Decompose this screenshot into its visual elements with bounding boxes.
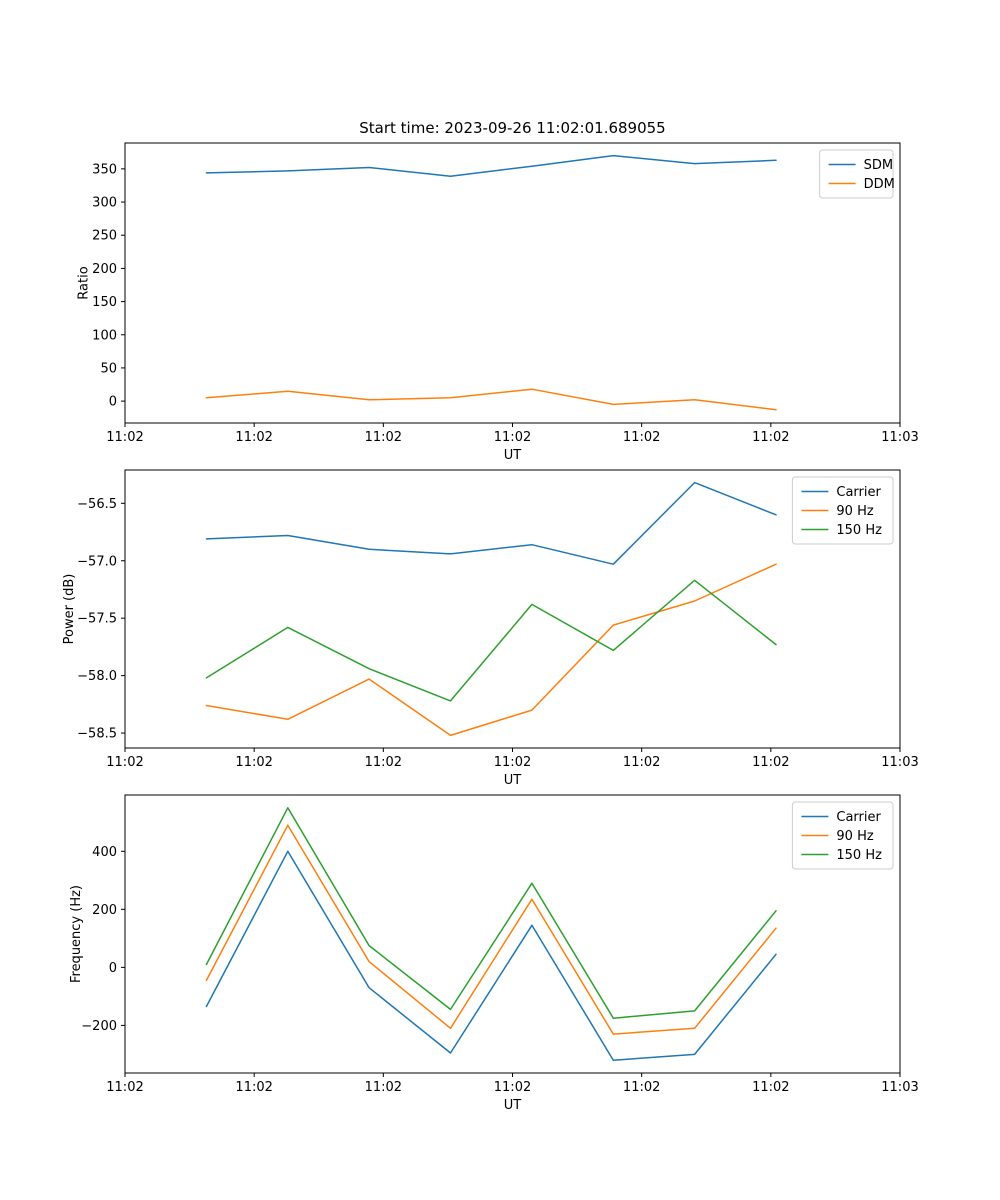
x-tick-label: 11:02 bbox=[365, 430, 402, 445]
x-tick-label: 11:02 bbox=[494, 1080, 531, 1095]
y-tick-label: 0 bbox=[109, 961, 117, 976]
legend-label: 90 Hz bbox=[836, 504, 873, 519]
x-tick-label: 11:02 bbox=[623, 430, 660, 445]
x-tick-label: 11:02 bbox=[494, 430, 531, 445]
chart-3: 11:02 11:02 11:02 11:02 11:02 11:02 11:03 −200 0… bbox=[69, 794, 919, 1113]
series-line-ddm bbox=[205, 388, 777, 411]
x-tick-label: 11:02 bbox=[365, 755, 402, 770]
y-tick-label: 350 bbox=[92, 162, 117, 177]
x-axis-label: UT bbox=[504, 1098, 522, 1113]
series-line-150-hz bbox=[205, 807, 777, 1019]
y-tick-label: 150 bbox=[92, 295, 117, 310]
x-tick-label: 11:03 bbox=[881, 1080, 918, 1095]
y-tick-label: 0 bbox=[109, 395, 117, 410]
y-tick-label: −57.5 bbox=[77, 612, 117, 627]
y-tick-label: −56.5 bbox=[77, 497, 117, 512]
series-line-150-hz bbox=[205, 579, 777, 702]
y-tick-label: −58.5 bbox=[77, 727, 117, 742]
legend-label: 150 Hz bbox=[836, 848, 882, 863]
y-axis-label: Power (dB) bbox=[62, 574, 77, 645]
x-tick-label: 11:02 bbox=[623, 1080, 660, 1095]
x-tick-label: 11:02 bbox=[494, 755, 531, 770]
series-line-carrier bbox=[205, 481, 777, 565]
axes-frame bbox=[124, 142, 901, 424]
legend-box bbox=[791, 801, 894, 870]
x-tick-label: 11:02 bbox=[235, 1080, 272, 1095]
chart-title: Start time: 2023-09-26 11:02:01.689055 bbox=[359, 119, 666, 137]
x-axis-label: UT bbox=[504, 448, 522, 463]
series-line-sdm bbox=[205, 154, 777, 177]
legend-label: 150 Hz bbox=[836, 523, 882, 538]
legend-label: DDM bbox=[864, 177, 895, 192]
chart-1: 11:02 11:02 11:02 11:02 11:02 11:02 11:03 0 50 10… bbox=[76, 142, 919, 463]
series-line-90-hz bbox=[205, 824, 777, 1035]
series-line-90-hz bbox=[205, 563, 777, 737]
y-tick-label: −200 bbox=[81, 1019, 117, 1034]
legend-label: Carrier bbox=[836, 485, 881, 500]
x-tick-label: 11:02 bbox=[623, 755, 660, 770]
x-tick-label: 11:02 bbox=[106, 430, 143, 445]
x-tick-label: 11:02 bbox=[752, 755, 789, 770]
axes-frame bbox=[124, 469, 901, 749]
x-tick-label: 11:03 bbox=[881, 755, 918, 770]
y-tick-label: 50 bbox=[100, 361, 117, 376]
x-tick-label: 11:02 bbox=[752, 430, 789, 445]
x-tick-label: 11:03 bbox=[881, 430, 918, 445]
chart-2: 11:02 11:02 11:02 11:02 11:02 11:02 11:03 −58.5… bbox=[62, 469, 919, 788]
x-tick-label: 11:02 bbox=[235, 755, 272, 770]
y-tick-label: 100 bbox=[92, 328, 117, 343]
legend-box bbox=[791, 476, 894, 545]
axes-frame bbox=[124, 794, 901, 1074]
x-tick-label: 11:02 bbox=[106, 1080, 143, 1095]
y-tick-label: 250 bbox=[92, 229, 117, 244]
x-tick-label: 11:02 bbox=[752, 1080, 789, 1095]
y-tick-label: −57.0 bbox=[77, 554, 117, 569]
legend-box bbox=[819, 149, 894, 199]
y-tick-label: 200 bbox=[92, 262, 117, 277]
y-tick-label: 200 bbox=[92, 903, 117, 918]
legend-label: SDM bbox=[864, 158, 893, 173]
x-tick-label: 11:02 bbox=[235, 430, 272, 445]
x-tick-label: 11:02 bbox=[106, 755, 143, 770]
y-tick-label: 300 bbox=[92, 196, 117, 211]
x-axis-label: UT bbox=[504, 773, 522, 788]
series-line-carrier bbox=[205, 850, 777, 1061]
x-tick-label: 11:02 bbox=[365, 1080, 402, 1095]
legend-label: Carrier bbox=[836, 810, 881, 825]
y-axis-label: Ratio bbox=[76, 266, 91, 299]
legend-label: 90 Hz bbox=[836, 829, 873, 844]
y-tick-label: 400 bbox=[92, 845, 117, 860]
y-axis-label: Frequency (Hz) bbox=[69, 885, 84, 983]
y-tick-label: −58.0 bbox=[77, 669, 117, 684]
